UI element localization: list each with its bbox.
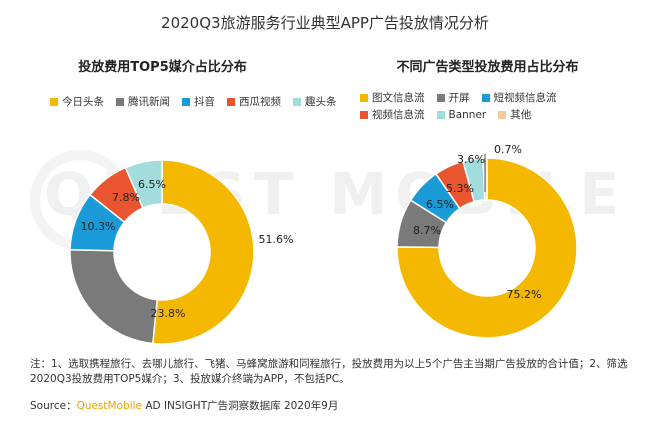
data-label: 23.8% [151,307,186,320]
data-label: 8.7% [413,224,441,237]
source-rest: AD INSIGHT广告洞察数据库 2020年9月 [142,400,339,412]
legend-label: 其他 [510,109,532,121]
data-label: 10.3% [81,220,116,233]
legend-label: 短视频信息流 [493,92,557,104]
legend-swatch [182,97,190,106]
source-prefix: Source： [30,400,77,412]
source-line: Source：QuestMobile AD INSIGHT广告洞察数据库 202… [30,398,338,413]
source-brand: QuestMobile [76,400,142,412]
chart2-title: 不同广告类型投放费用占比分布 [396,60,579,75]
legend-label: 西瓜视频 [239,96,281,108]
data-label: 6.5% [426,198,454,211]
legend-swatch [436,110,445,119]
legend-swatch [293,97,301,106]
legend-label: 图文信息流 [372,92,425,104]
legend-label: 视频信息流 [372,109,425,121]
legend-item: 开屏 [436,90,470,105]
legend-item: Banner [436,108,487,121]
legend-swatch [360,110,368,119]
donut-slice-图文信息流 [396,157,578,339]
legend-label: 今日头条 [62,96,104,108]
legend-swatch [498,110,507,119]
legend-swatch [116,97,124,106]
footnote: 注：1、选取携程旅行、去哪儿旅行、飞猪、马蜂窝旅游和同程旅行，投放费用为以上5个… [30,358,628,385]
donut-slice-趣头条 [124,159,163,209]
legend-label: 开屏 [448,92,470,104]
legend-item: 视频信息流 [360,107,425,122]
legend-item: 今日头条 [50,94,104,109]
legend-item: 抖音 [182,94,215,109]
data-label: 75.2% [507,288,542,301]
data-label: 6.5% [138,178,166,191]
data-label: 7.8% [112,191,140,204]
legend-item: 腾讯新闻 [116,94,170,109]
donut-slice-腾讯新闻 [69,248,159,345]
legend-swatch [50,97,58,106]
donut-slice-今日头条 [151,159,255,345]
page-title: 2020Q3旅游服务行业典型APP广告投放情况分析 [161,14,489,32]
data-label: 3.6% [457,153,485,166]
legend-item: 西瓜视频 [227,94,281,109]
data-label: 0.7% [494,143,522,156]
legend-item: 短视频信息流 [481,90,557,105]
legend-item: 图文信息流 [360,90,425,105]
legend-label: 腾讯新闻 [128,96,170,108]
chart1-title: 投放费用TOP5媒介占比分布 [78,60,247,75]
legend-swatch [360,93,368,102]
data-label: 51.6% [259,233,294,246]
legend-label: 抖音 [194,96,215,108]
legend-item: 其他 [498,107,531,122]
legend-label: 趣头条 [305,96,337,108]
data-label: 5.3% [446,182,474,195]
legend-swatch [227,97,235,106]
legend-swatch [436,93,445,102]
legend-item: 趣头条 [293,94,337,109]
legend-label: Banner [448,108,487,121]
legend-swatch [481,93,490,102]
